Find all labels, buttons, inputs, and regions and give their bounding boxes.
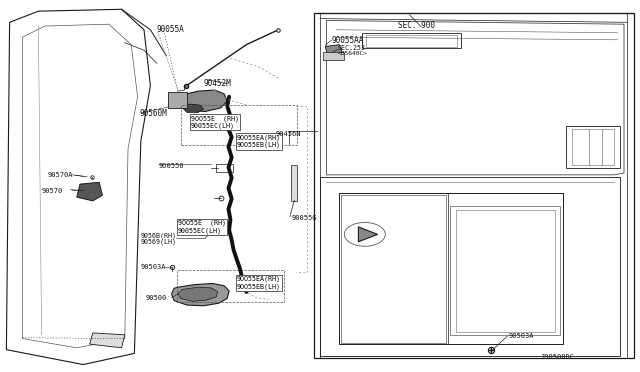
Text: 90570A: 90570A (48, 172, 74, 178)
FancyBboxPatch shape (291, 165, 297, 201)
Polygon shape (178, 90, 227, 112)
Text: 90569(LH): 90569(LH) (141, 238, 177, 245)
Text: 90055A: 90055A (157, 25, 184, 33)
FancyBboxPatch shape (216, 164, 233, 172)
Text: 90503A: 90503A (141, 264, 166, 270)
FancyBboxPatch shape (323, 52, 344, 60)
Polygon shape (77, 182, 102, 201)
Text: 90456N: 90456N (275, 131, 301, 137)
Text: 9OO55EA(RH)
9OO55EB(LH): 9OO55EA(RH) 9OO55EB(LH) (237, 276, 281, 290)
Polygon shape (178, 287, 218, 301)
Text: <B5640C>: <B5640C> (338, 51, 368, 57)
Text: 9056B(RH): 9056B(RH) (141, 233, 177, 240)
Text: 90570: 90570 (42, 188, 63, 194)
Polygon shape (172, 283, 229, 306)
Text: 9OO55EA(RH)
9OO55EB(LH): 9OO55EA(RH) 9OO55EB(LH) (237, 134, 281, 148)
Text: 90560M: 90560M (140, 109, 167, 118)
Text: SEC. 900: SEC. 900 (398, 21, 435, 30)
Text: 90055G: 90055G (291, 215, 317, 221)
Text: 90500: 90500 (146, 295, 167, 301)
Text: 90503A: 90503A (509, 333, 534, 339)
Polygon shape (182, 104, 204, 112)
Text: 90452M: 90452M (204, 79, 231, 88)
Text: SEC.253: SEC.253 (338, 45, 366, 51)
Text: 9OO55E  (RH)
90055EC(LH): 9OO55E (RH) 90055EC(LH) (178, 220, 226, 234)
Polygon shape (90, 333, 125, 348)
Text: 9O0550: 9O0550 (159, 163, 184, 169)
Text: 90055AA: 90055AA (332, 36, 364, 45)
FancyBboxPatch shape (168, 92, 187, 108)
Polygon shape (358, 227, 378, 242)
Text: 9OO55E  (RH)
90055EC(LH): 9OO55E (RH) 90055EC(LH) (191, 115, 239, 129)
Polygon shape (325, 45, 342, 55)
Text: J90500DC: J90500DC (541, 354, 575, 360)
